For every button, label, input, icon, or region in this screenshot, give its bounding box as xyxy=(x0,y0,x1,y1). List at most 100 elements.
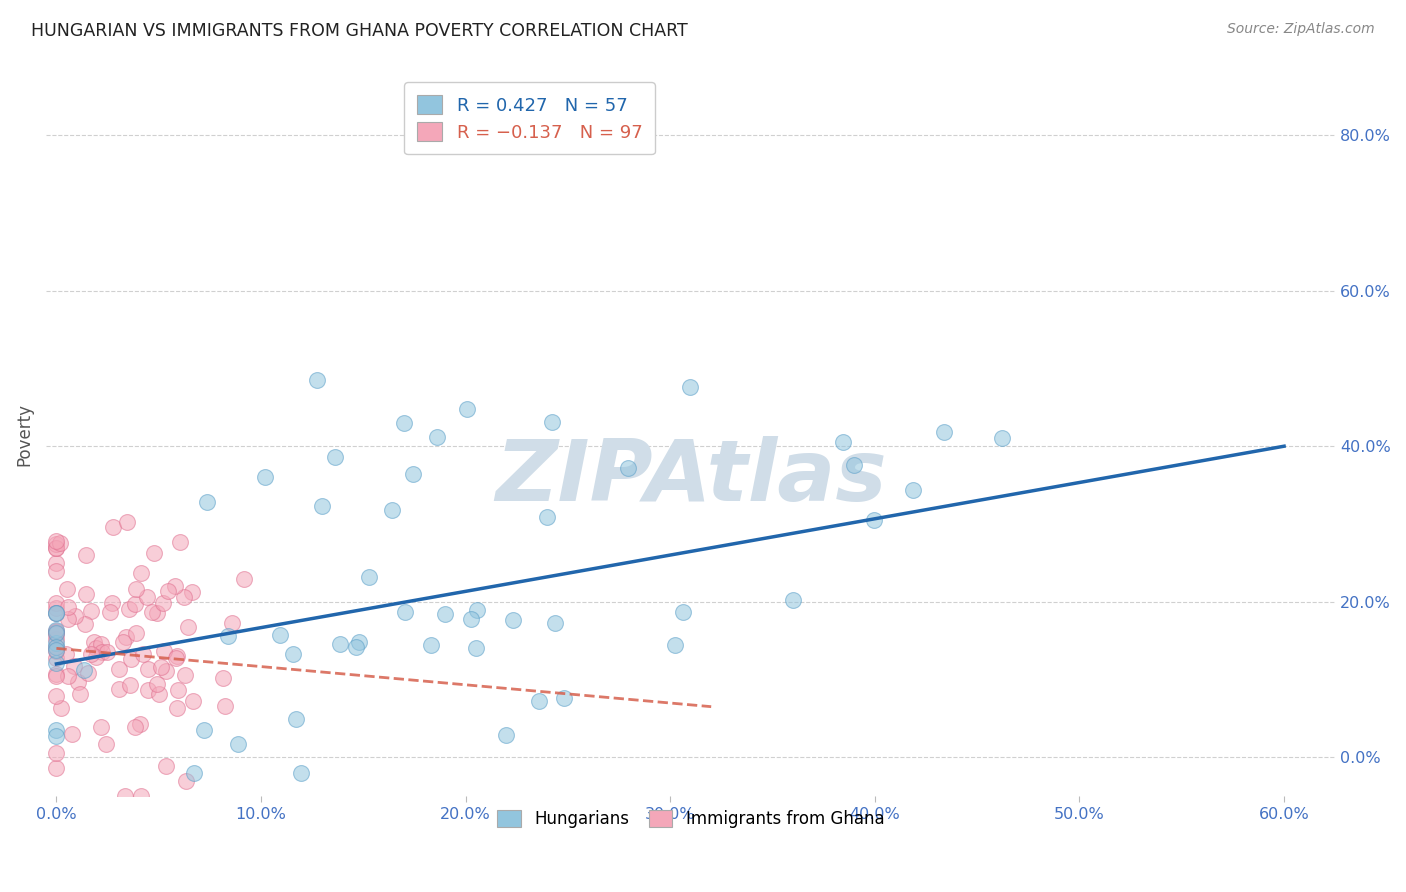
Point xyxy=(45,607,67,621)
Point xyxy=(69,687,91,701)
Point xyxy=(45,689,67,703)
Point xyxy=(84,649,107,664)
Point xyxy=(45,746,67,760)
Point xyxy=(45,557,67,571)
Point xyxy=(118,678,141,692)
Point xyxy=(45,541,67,556)
Point xyxy=(394,605,416,619)
Point xyxy=(152,596,174,610)
Point xyxy=(136,662,159,676)
Point xyxy=(45,667,67,681)
Point xyxy=(392,416,415,430)
Point xyxy=(166,700,188,714)
Point xyxy=(233,572,256,586)
Point xyxy=(165,651,187,665)
Point xyxy=(991,432,1014,446)
Point xyxy=(495,728,517,742)
Point xyxy=(329,637,352,651)
Point xyxy=(149,659,172,673)
Point xyxy=(146,676,169,690)
Point xyxy=(75,616,97,631)
Point xyxy=(90,720,112,734)
Point xyxy=(553,690,575,705)
Point xyxy=(174,774,197,789)
Point xyxy=(131,789,153,803)
Point xyxy=(165,579,187,593)
Point xyxy=(45,656,67,670)
Point xyxy=(45,624,67,639)
Point xyxy=(540,416,562,430)
Point xyxy=(45,564,67,578)
Point xyxy=(60,727,83,741)
Text: HUNGARIAN VS IMMIGRANTS FROM GHANA POVERTY CORRELATION CHART: HUNGARIAN VS IMMIGRANTS FROM GHANA POVER… xyxy=(31,22,688,40)
Point xyxy=(141,605,163,619)
Point xyxy=(45,640,67,654)
Point xyxy=(45,626,67,640)
Point xyxy=(347,635,370,649)
Point xyxy=(465,603,488,617)
Point xyxy=(49,701,72,715)
Point xyxy=(98,606,121,620)
Text: Source: ZipAtlas.com: Source: ZipAtlas.com xyxy=(1227,22,1375,37)
Point xyxy=(426,430,449,444)
Point xyxy=(45,541,67,555)
Point xyxy=(155,759,177,773)
Point xyxy=(166,648,188,663)
Point xyxy=(66,674,89,689)
Point xyxy=(173,667,195,681)
Point xyxy=(195,495,218,509)
Point xyxy=(269,628,291,642)
Point xyxy=(108,662,131,676)
Point xyxy=(901,483,924,497)
Point xyxy=(344,640,367,654)
Point xyxy=(357,570,380,584)
Point xyxy=(305,373,328,387)
Y-axis label: Poverty: Poverty xyxy=(15,403,32,466)
Point xyxy=(45,723,67,737)
Point xyxy=(45,729,67,743)
Point xyxy=(45,640,67,655)
Point xyxy=(112,635,135,649)
Point xyxy=(75,548,97,562)
Point xyxy=(115,516,138,530)
Point xyxy=(782,593,804,607)
Point xyxy=(84,641,107,656)
Point xyxy=(129,717,152,731)
Point xyxy=(45,761,67,775)
Point xyxy=(617,461,640,475)
Point xyxy=(253,470,276,484)
Point xyxy=(45,537,67,551)
Point xyxy=(101,596,124,610)
Point xyxy=(155,664,177,678)
Point xyxy=(96,644,118,658)
Point xyxy=(136,682,159,697)
Point xyxy=(45,643,67,657)
Point xyxy=(212,671,235,685)
Point xyxy=(193,723,215,738)
Point xyxy=(381,502,404,516)
Point xyxy=(136,590,159,604)
Point xyxy=(73,663,96,677)
Point xyxy=(45,533,67,548)
Point xyxy=(114,630,136,644)
Point xyxy=(45,623,67,637)
Point xyxy=(45,606,67,620)
Point xyxy=(125,626,148,640)
Point xyxy=(83,635,105,649)
Point xyxy=(45,632,67,646)
Point xyxy=(502,613,524,627)
Point xyxy=(63,608,86,623)
Point xyxy=(45,626,67,640)
Text: ZIPAtlas: ZIPAtlas xyxy=(495,436,887,519)
Point xyxy=(56,582,79,597)
Point xyxy=(146,607,169,621)
Point xyxy=(77,666,100,681)
Point xyxy=(124,597,146,611)
Point xyxy=(56,669,79,683)
Point xyxy=(214,699,236,714)
Point xyxy=(118,602,141,616)
Point xyxy=(120,652,142,666)
Point xyxy=(80,604,103,618)
Point xyxy=(153,644,176,658)
Point xyxy=(290,765,312,780)
